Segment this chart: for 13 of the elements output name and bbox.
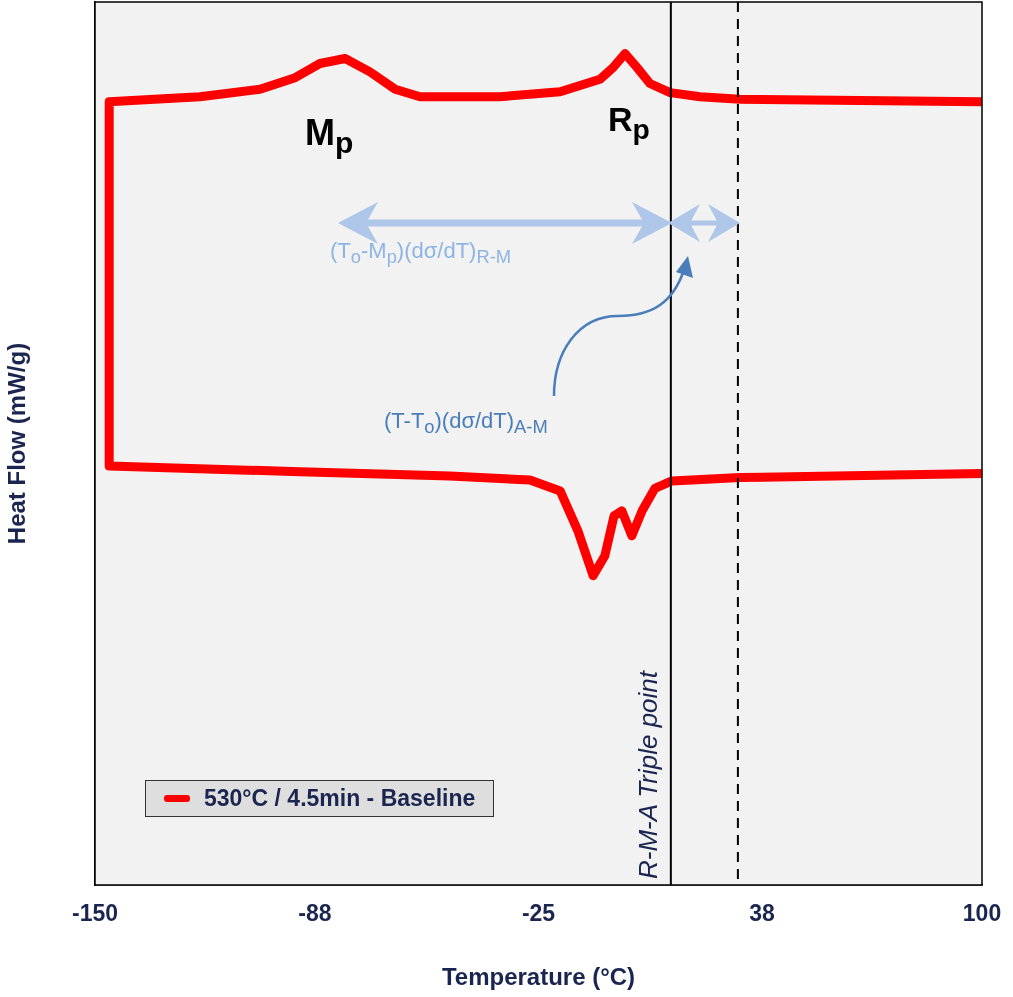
annotation: R$_{p}$ (608, 100, 650, 146)
x-tick-label: -25 (521, 900, 556, 927)
annotation: M$_{p}$ (305, 112, 354, 161)
annotation: (T-T$_{o}$)(dσ/dT)$_{A-M}$ (384, 408, 548, 439)
x-tick-label: 100 (962, 900, 1002, 927)
y-axis-title: Heat Flow (mW/g) (3, 342, 31, 545)
x-axis-title: Temperature (°C) (441, 963, 636, 991)
annotation: (T$_{o}$-M$_{p}$)(dσ/dT)$_{R-M}$ (330, 238, 512, 269)
x-tick-label: -150 (71, 900, 119, 927)
x-tick-label: -88 (298, 900, 332, 927)
legend-label: 530°C / 4.5min - Baseline (204, 785, 476, 812)
ref-line-label: R-M-A Triple point (633, 669, 664, 879)
x-tick-label: 38 (749, 900, 776, 927)
